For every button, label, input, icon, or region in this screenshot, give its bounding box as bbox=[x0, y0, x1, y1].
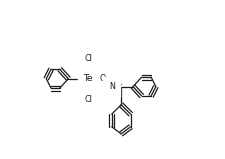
Text: Cl: Cl bbox=[84, 95, 92, 104]
Text: N: N bbox=[109, 82, 115, 91]
Text: Cl: Cl bbox=[84, 54, 92, 63]
Text: O: O bbox=[99, 74, 106, 83]
Text: Te: Te bbox=[83, 74, 93, 83]
